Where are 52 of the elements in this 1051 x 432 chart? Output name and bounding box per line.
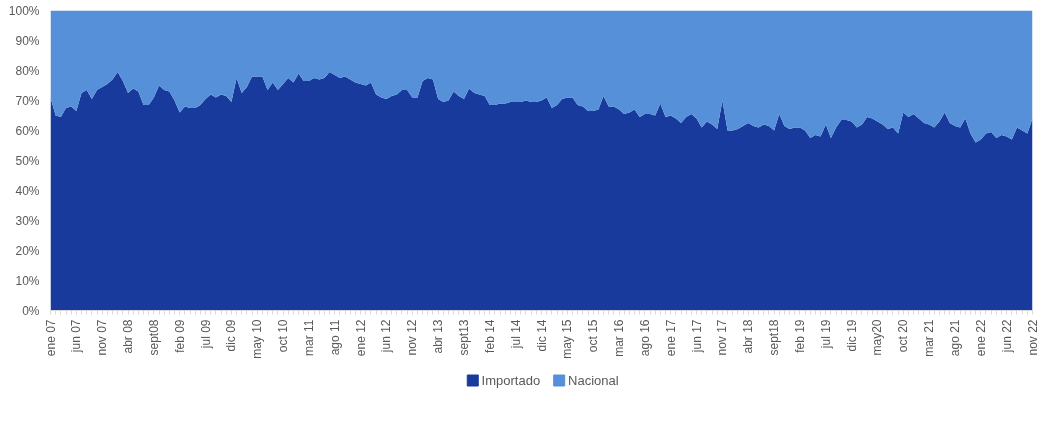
y-tick-label: 100% (8, 3, 40, 18)
y-tick-label: 0% (22, 303, 40, 318)
x-tick-label: dic 19 (844, 319, 859, 352)
x-tick-label: ago 21 (947, 319, 962, 357)
x-tick-label: nov 12 (405, 319, 420, 356)
x-tick-label: sept13 (456, 319, 471, 356)
x-tick-label: abr 13 (431, 319, 446, 354)
legend-label: Importado (481, 373, 541, 388)
x-tick-label: jun 22 (999, 319, 1014, 354)
x-tick-label: nov 17 (715, 319, 730, 356)
x-tick-label: feb 14 (482, 319, 497, 353)
x-tick-label: sept18 (767, 319, 782, 356)
x-tick-label: may20 (870, 319, 885, 356)
x-tick-label: oct 10 (276, 319, 291, 353)
x-tick-label: ago 11 (327, 319, 342, 356)
y-tick-label: 40% (15, 183, 40, 198)
x-tick-label: sept08 (146, 319, 161, 356)
y-tick-label: 70% (15, 93, 40, 108)
x-tick-label: mar 16 (612, 319, 627, 357)
x-tick-label: jul 19 (818, 319, 833, 350)
x-tick-label: ago 16 (637, 319, 652, 357)
x-tick-label: dic 09 (224, 319, 239, 352)
x-tick-label: mar 21 (922, 319, 937, 357)
x-tick-label: jul 14 (508, 319, 523, 350)
legend-label: Nacional (568, 373, 619, 388)
x-tick-label: jun 07 (69, 319, 84, 354)
y-tick-label: 80% (15, 63, 40, 78)
x-tick-label: dic 14 (534, 319, 549, 352)
x-tick-label: may 15 (560, 319, 575, 359)
x-tick-label: abr 08 (121, 319, 136, 354)
x-tick-label: feb 19 (792, 319, 807, 353)
y-tick-label: 10% (15, 273, 40, 288)
x-tick-label: jul 09 (198, 319, 213, 350)
x-tick-label: mar 11 (301, 319, 316, 356)
x-tick-label: nov 07 (95, 319, 110, 356)
x-tick-label: oct 15 (586, 319, 601, 353)
y-tick-label: 50% (15, 153, 40, 168)
y-tick-label: 30% (15, 213, 40, 228)
y-tick-label: 90% (15, 33, 40, 48)
x-tick-label: feb 09 (172, 319, 187, 353)
y-tick-label: 60% (15, 123, 40, 138)
x-tick-label: jun 17 (689, 319, 704, 354)
x-tick-label: ene 12 (353, 319, 368, 357)
x-tick-label: ene 22 (973, 319, 988, 357)
x-tick-label: may 10 (250, 319, 265, 359)
x-tick-label: nov 22 (1025, 319, 1040, 356)
x-tick-label: ene 07 (43, 319, 58, 357)
y-tick-label: 20% (15, 243, 40, 258)
x-tick-label: ene 17 (663, 319, 678, 357)
x-tick-label: jun 12 (379, 319, 394, 354)
x-tick-label: abr 18 (741, 319, 756, 354)
x-tick-label: oct 20 (896, 319, 911, 353)
